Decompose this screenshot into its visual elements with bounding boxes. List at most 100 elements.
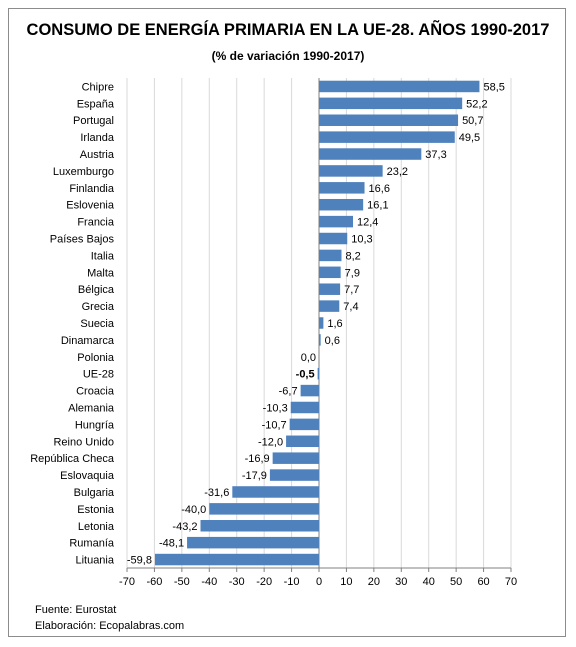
- x-tick-label: 50: [450, 576, 462, 588]
- category-label: Bulgaria: [74, 487, 115, 499]
- x-tick-label: 40: [423, 576, 435, 588]
- x-tick-label: 70: [505, 576, 517, 588]
- value-label: -48,1: [159, 538, 184, 550]
- bar: [209, 503, 319, 515]
- value-label: -10,3: [263, 402, 288, 414]
- value-label: 0,6: [325, 335, 340, 347]
- category-label: Chipre: [82, 81, 114, 93]
- bar: [319, 300, 340, 312]
- value-label: -17,9: [242, 470, 267, 482]
- category-label: Eslovenia: [66, 200, 115, 212]
- value-label: 0,0: [301, 352, 316, 364]
- bar: [319, 148, 422, 160]
- x-tick-label: 30: [395, 576, 407, 588]
- bar: [319, 165, 383, 177]
- bar: [317, 367, 319, 380]
- category-label: Reino Unido: [53, 436, 114, 448]
- category-label: Países Bajos: [50, 234, 115, 246]
- x-tick-label: -40: [201, 576, 217, 588]
- x-tick-label: -70: [119, 576, 135, 588]
- category-label: Eslovaquia: [60, 470, 115, 482]
- value-label: 52,2: [466, 98, 487, 110]
- value-label: 10,3: [351, 234, 372, 246]
- bar: [319, 97, 463, 110]
- x-tick-label: 60: [477, 576, 489, 588]
- x-tick-label: -10: [284, 576, 300, 588]
- value-label: -31,6: [204, 487, 229, 499]
- category-label: Malta: [87, 267, 115, 279]
- value-label: 37,3: [425, 149, 446, 161]
- value-label: -16,9: [245, 453, 270, 465]
- value-label: 58,5: [483, 81, 504, 93]
- category-label: Suecia: [80, 318, 115, 330]
- category-label: Estonia: [77, 504, 115, 516]
- bar: [319, 131, 455, 143]
- category-label: Dinamarca: [61, 335, 115, 347]
- bars: [154, 80, 480, 566]
- value-label: 16,1: [367, 200, 388, 212]
- value-label: -12,0: [258, 436, 283, 448]
- chart-subtitle: (% de variación 1990-2017): [211, 49, 365, 63]
- bar: [319, 283, 341, 295]
- source-note: Fuente: Eurostat: [35, 604, 117, 616]
- category-label: UE-28: [83, 369, 114, 381]
- category-label: Polonia: [77, 352, 115, 364]
- bar: [154, 553, 319, 566]
- bar: [319, 215, 354, 228]
- chart-frame: CONSUMO DE ENERGÍA PRIMARIA EN LA UE-28.…: [8, 8, 566, 637]
- bar: [290, 401, 319, 414]
- category-label: Rumanía: [69, 538, 115, 550]
- category-label: Bélgica: [78, 284, 115, 296]
- bar: [269, 469, 319, 481]
- category-label: Austria: [80, 149, 115, 161]
- bar: [319, 232, 348, 245]
- bar: [272, 452, 319, 464]
- bar: [319, 182, 365, 194]
- category-label: Portugal: [73, 115, 114, 127]
- value-label: 7,7: [344, 284, 359, 296]
- bar: [319, 317, 324, 329]
- bar: [319, 266, 341, 279]
- value-label: 16,6: [369, 183, 390, 195]
- elaboration-note: Elaboración: Ecopalabras.com: [35, 620, 185, 632]
- chart-title: CONSUMO DE ENERGÍA PRIMARIA EN LA UE-28.…: [26, 21, 550, 39]
- value-label: 12,4: [357, 217, 378, 229]
- bar: [286, 435, 319, 448]
- category-label: España: [77, 98, 115, 110]
- category-label: Luxemburgo: [53, 166, 114, 178]
- value-label: -6,7: [279, 386, 298, 398]
- value-label: 7,9: [345, 267, 360, 279]
- value-label: -59,8: [127, 555, 152, 567]
- category-label: Hungría: [75, 419, 115, 431]
- bar: [319, 334, 321, 346]
- value-label: -0,5: [296, 369, 315, 381]
- category-label: Lituania: [75, 555, 114, 567]
- value-label: 49,5: [459, 132, 480, 144]
- value-label: 1,6: [327, 318, 342, 330]
- x-tick-label: -60: [146, 576, 162, 588]
- bar: [319, 249, 342, 262]
- bar: [319, 198, 364, 211]
- value-label: -43,2: [172, 521, 197, 533]
- category-label: Grecia: [82, 301, 115, 313]
- value-label: 50,7: [462, 115, 483, 127]
- category-label: Alemania: [68, 402, 115, 414]
- category-label: República Checa: [30, 453, 115, 465]
- value-label: -10,7: [262, 419, 287, 431]
- value-label: 8,2: [345, 250, 360, 262]
- category-label: Francia: [77, 217, 115, 229]
- category-label: Finlandia: [69, 183, 115, 195]
- bar: [289, 418, 319, 431]
- labels: -70 -60 -50 -40 -30 -20 -10 0 10 20 30 40 50 60 70 Chip…: [30, 81, 517, 588]
- category-label: Croacia: [76, 386, 115, 398]
- value-label: 7,4: [343, 301, 358, 313]
- x-tick-label: 20: [368, 576, 380, 588]
- bar: [319, 114, 459, 126]
- bar: [300, 384, 319, 397]
- x-tick-label: -30: [229, 576, 245, 588]
- bar: [232, 486, 319, 498]
- category-label: Italia: [91, 250, 115, 262]
- x-tick-label: 0: [316, 576, 322, 588]
- bar: [187, 536, 319, 549]
